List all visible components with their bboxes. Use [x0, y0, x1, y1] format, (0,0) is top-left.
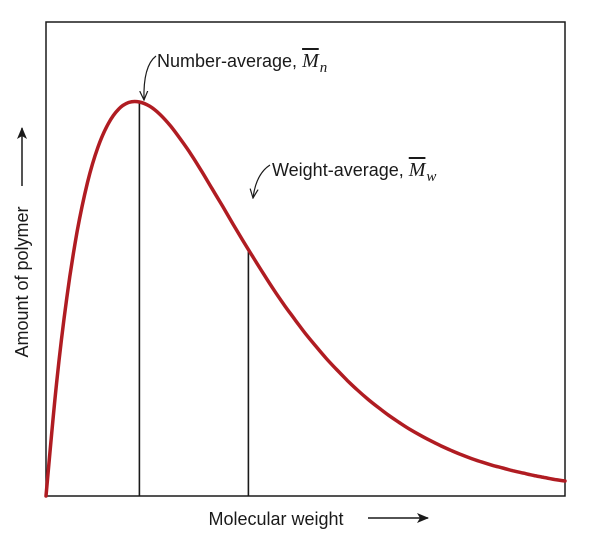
number-average-subscript: n [320, 60, 328, 76]
x-axis-label: Molecular weight [208, 509, 343, 529]
y-axis-label: Amount of polymer [12, 206, 32, 357]
weight-average-symbol: M [408, 159, 427, 181]
number-average-label: Number-average, Mn [157, 50, 327, 76]
x-axis-label-group: Molecular weight [208, 509, 429, 529]
distribution-curve [44, 99, 567, 498]
number-average-label-text: Number-average, [157, 51, 302, 71]
weight-average-subscript: w [426, 169, 436, 185]
y-axis-label-group: Amount of polymer [12, 127, 32, 358]
number-average-symbol: M [301, 50, 320, 72]
weight-average-pointer-arrow-icon [253, 164, 271, 198]
weight-average-label: Weight-average, Mw [272, 159, 436, 185]
number-average-pointer-arrow-icon [144, 55, 157, 100]
plot-frame [45, 21, 566, 497]
weight-average-label-text: Weight-average, [272, 160, 409, 180]
